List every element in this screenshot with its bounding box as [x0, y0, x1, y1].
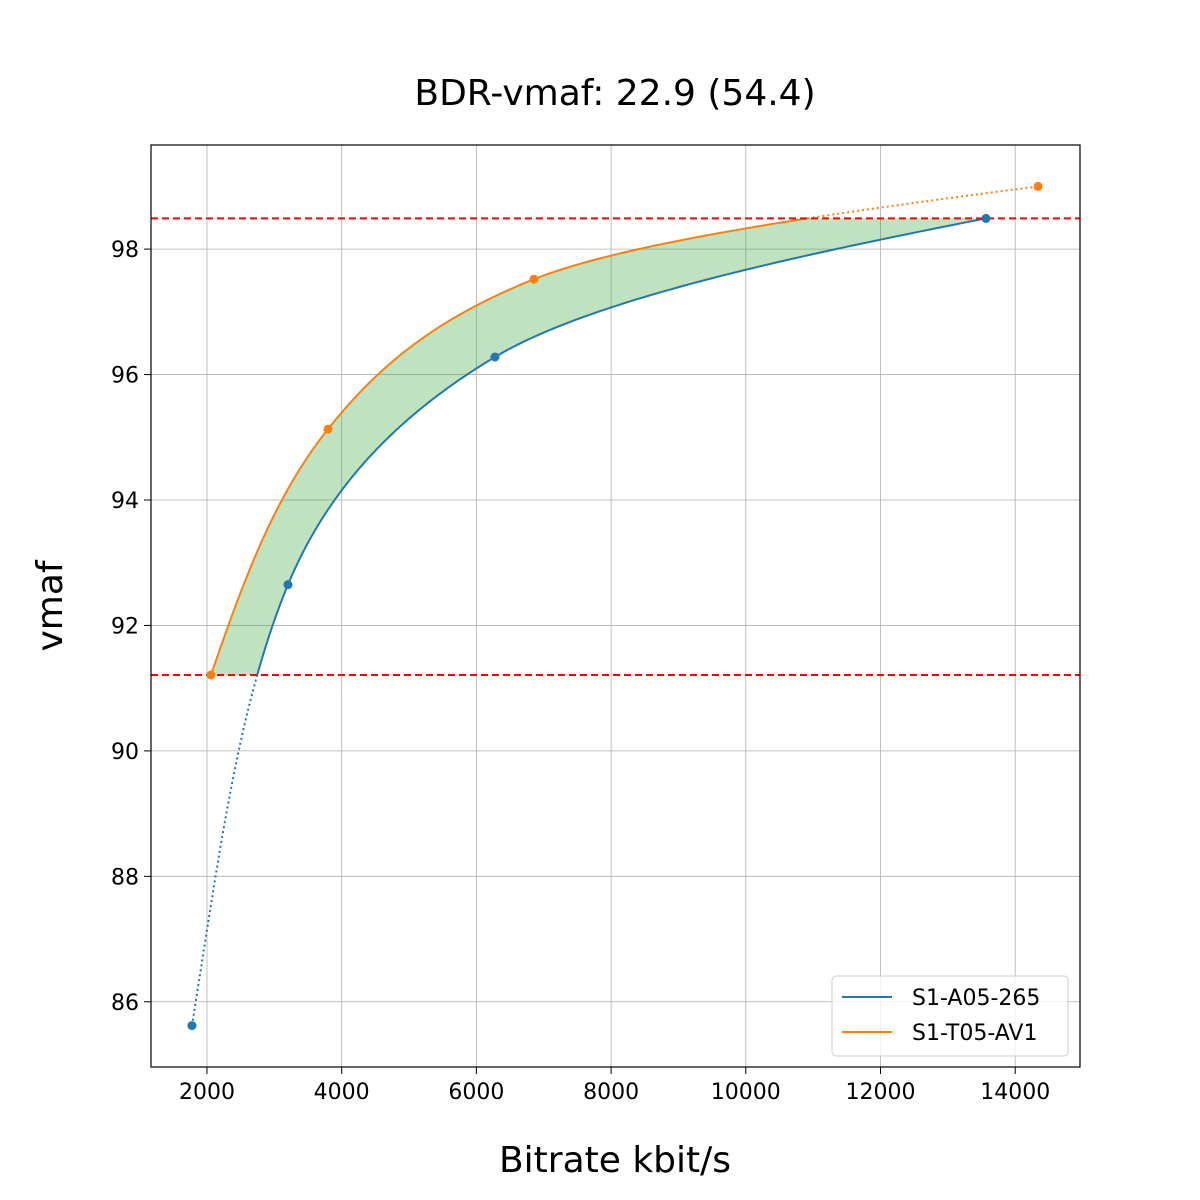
data-point — [529, 274, 539, 284]
lines-layer — [190, 185, 1039, 1026]
points-layer — [187, 181, 1043, 1031]
y-tick-label: 92 — [111, 614, 139, 639]
data-point — [323, 424, 333, 434]
x-tick-label: 2000 — [179, 1080, 235, 1105]
fill-layer — [210, 218, 986, 675]
y-tick-label: 90 — [111, 740, 139, 765]
grid — [151, 145, 1080, 1067]
y-axis-label: vmaf — [30, 559, 71, 651]
series-line — [209, 217, 808, 676]
bdr-fill-area — [210, 218, 986, 675]
data-point — [187, 1021, 197, 1031]
x-tick-label: 12000 — [846, 1080, 916, 1105]
ticks-layer: 2000 4000 6000 8000 10000 12000 14000 86 88 90 92 9… — [111, 238, 1050, 1105]
x-axis-label: Bitrate kbit/s — [499, 1140, 731, 1181]
legend: S1-A05-265 S1-T05-AV1 — [831, 975, 1069, 1057]
data-point — [1033, 181, 1043, 191]
data-point — [981, 213, 991, 223]
y-tick-label: 96 — [111, 364, 139, 389]
x-tick-label: 14000 — [980, 1080, 1050, 1105]
series-line-dotted — [190, 674, 259, 1026]
y-tick-label: 86 — [111, 991, 139, 1016]
series-line — [256, 217, 987, 676]
data-point — [490, 352, 500, 362]
chart-title: BDR-vmaf: 22.9 (54.4) — [414, 73, 815, 114]
y-tick-label: 88 — [111, 865, 139, 890]
plot-frame — [150, 144, 1081, 1068]
y-tick-label: 98 — [111, 238, 139, 263]
series-line-dotted — [807, 185, 1039, 220]
data-point — [283, 580, 293, 590]
legend-label: S1-T05-AV1 — [912, 1021, 1037, 1046]
x-tick-label: 4000 — [314, 1080, 370, 1105]
data-point — [206, 670, 216, 680]
x-tick-label: 8000 — [583, 1080, 639, 1105]
legend-label: S1-A05-265 — [912, 986, 1040, 1011]
x-tick-label: 10000 — [711, 1080, 781, 1105]
threshold-layer — [151, 217, 1080, 676]
x-tick-label: 6000 — [448, 1080, 504, 1105]
y-tick-label: 94 — [111, 489, 139, 514]
